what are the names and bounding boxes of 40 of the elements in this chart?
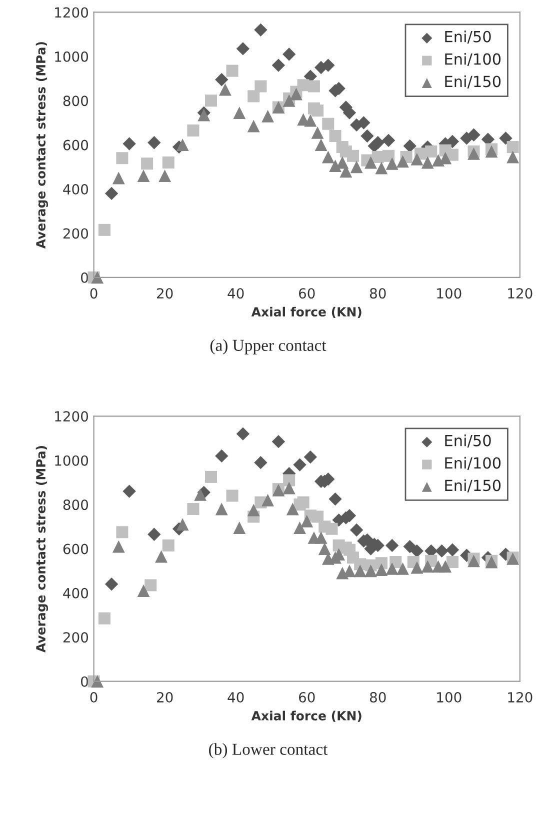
legend-label: Eni/100 [445, 53, 501, 66]
x-tick-label: 60 [298, 288, 315, 299]
x-tick-label: 100 [437, 288, 462, 299]
x-tick-label: 80 [370, 288, 386, 299]
legend-label: Eni/100 [445, 456, 501, 470]
y-tick-label: 800 [63, 96, 88, 106]
x-tick-label: 40 [228, 288, 244, 299]
y-tick-label: 1200 [55, 411, 88, 422]
legend-label: Eni/50 [445, 434, 491, 448]
x-tick-label: 0 [90, 692, 98, 703]
y-tick-label: 1200 [55, 7, 88, 18]
y-tick-label: 400 [63, 588, 88, 598]
x-axis-title: Axial force (KN) [251, 306, 362, 318]
x-tick-label: 120 [508, 288, 532, 299]
y-tick-label: 600 [63, 544, 88, 554]
y-tick-label: 0 [81, 676, 88, 687]
y-axis-title: Average contact stress (MPa) [36, 42, 48, 249]
y-tick-label: 400 [63, 184, 88, 195]
x-tick-label: 40 [228, 692, 244, 703]
legend-label: Eni/150 [445, 479, 501, 492]
legend-label: Eni/50 [445, 30, 491, 44]
legend-label: Eni/150 [445, 75, 501, 88]
y-tick-label: 600 [63, 140, 88, 150]
x-axis-title: Axial force (KN) [251, 710, 362, 722]
y-tick-label: 200 [63, 632, 88, 643]
y-tick-label: 1000 [55, 51, 88, 62]
x-tick-label: 60 [298, 692, 315, 703]
y-axis-title: Average contact stress (MPa) [36, 446, 48, 653]
text: (a) Upper contact [210, 339, 326, 354]
x-tick-label: 0 [90, 288, 98, 299]
text: (b) Lower contact [209, 743, 328, 758]
x-tick-label: 20 [157, 692, 173, 703]
x-tick-label: 80 [370, 692, 386, 703]
y-tick-label: 800 [63, 500, 88, 510]
y-tick-label: 0 [81, 272, 88, 283]
x-tick-label: 120 [508, 692, 532, 703]
x-tick-label: 20 [157, 288, 173, 299]
y-tick-label: 1000 [55, 455, 88, 466]
y-tick-label: 200 [63, 228, 88, 239]
x-tick-label: 100 [437, 692, 462, 703]
